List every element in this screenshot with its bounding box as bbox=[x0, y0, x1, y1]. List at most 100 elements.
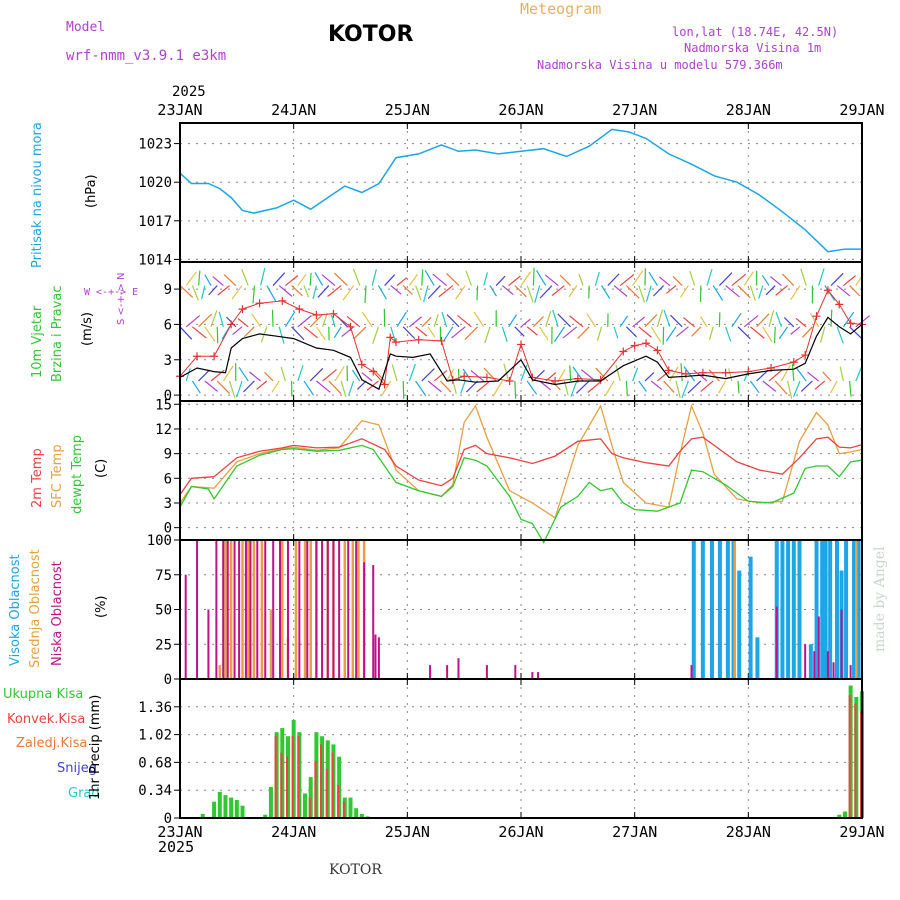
wind-arrow bbox=[526, 380, 538, 395]
wind-arrow bbox=[737, 326, 751, 340]
convective-precip-bar bbox=[308, 797, 311, 818]
wind-arrow bbox=[451, 326, 466, 339]
wind-arrow bbox=[778, 326, 789, 339]
wind-arrow bbox=[439, 380, 452, 393]
wind-arrow bbox=[243, 380, 255, 393]
wind-arrow bbox=[421, 269, 424, 286]
wind-arrow bbox=[666, 285, 677, 294]
convective-precip-bar bbox=[331, 752, 334, 818]
wind-arrow bbox=[223, 274, 237, 286]
wind-arrow bbox=[508, 275, 521, 287]
total-precip-bar bbox=[837, 814, 842, 818]
wind-arrow bbox=[327, 285, 342, 297]
x-tick-label-bottom: 29JAN bbox=[839, 823, 884, 841]
wind-arrow bbox=[830, 309, 833, 327]
cloud-bar-srednja bbox=[241, 540, 244, 679]
y-tick-label: 1023 bbox=[138, 137, 172, 153]
wind-arrow bbox=[241, 269, 249, 286]
wind-arrow bbox=[587, 380, 602, 393]
wind-arrow bbox=[557, 369, 566, 382]
wind-arrow bbox=[670, 314, 683, 328]
wind-arrow bbox=[665, 326, 677, 342]
convective-precip-bar bbox=[320, 744, 323, 818]
wind-arrow bbox=[353, 326, 367, 340]
wind-arrow bbox=[204, 380, 218, 392]
wind-arrow bbox=[822, 371, 832, 382]
total-precip-bar bbox=[263, 814, 268, 818]
wind-gust-marker bbox=[193, 352, 202, 361]
wind-arrow bbox=[421, 316, 432, 328]
wind-arrow bbox=[438, 285, 454, 298]
wind-arrow bbox=[427, 380, 442, 393]
wind-arrow bbox=[681, 380, 689, 398]
wind-arrow bbox=[317, 285, 330, 298]
wind-arrow bbox=[303, 285, 310, 298]
wind-arrow bbox=[415, 326, 428, 337]
cloud-bar-niska bbox=[332, 540, 335, 679]
wind-arrow bbox=[762, 326, 773, 343]
cloud-bar-visoka bbox=[791, 540, 796, 679]
wind-arrow bbox=[408, 363, 416, 382]
wind-gust-marker bbox=[812, 312, 821, 321]
cloud-bar-visoka bbox=[700, 540, 705, 679]
wind-arrow bbox=[312, 285, 317, 300]
wind-gust-marker bbox=[380, 380, 389, 389]
wind-arrow bbox=[198, 369, 210, 382]
wind-arrow bbox=[191, 380, 201, 394]
wind-arrow bbox=[638, 326, 652, 338]
year-bottom: 2025 bbox=[158, 838, 195, 856]
cloud-bar-visoka bbox=[828, 540, 833, 679]
wind-arrow bbox=[604, 380, 615, 396]
cloud-bar-srednja bbox=[294, 540, 298, 679]
wind-arrow bbox=[645, 285, 652, 302]
wind-arrow bbox=[849, 285, 861, 297]
wind-arrow bbox=[476, 285, 479, 301]
wind-gust-marker bbox=[312, 311, 321, 320]
wind-arrow bbox=[243, 326, 255, 338]
precip-label-convective: Konvek.Kisa bbox=[7, 712, 86, 727]
precip-label-graupel: Grad bbox=[68, 786, 100, 801]
y-tick-label: 9 bbox=[164, 447, 172, 463]
y-tick-label: 1.36 bbox=[138, 700, 172, 716]
page-title: KOTOR bbox=[328, 22, 414, 47]
year-top: 2025 bbox=[172, 84, 206, 100]
wind-gust-marker bbox=[721, 368, 730, 377]
x-tick-label-bottom: 27JAN bbox=[612, 823, 657, 841]
cloud-bar-visoka bbox=[748, 556, 753, 679]
wind-arrow bbox=[356, 380, 367, 390]
wind-arrow bbox=[330, 314, 336, 327]
wind-arrow bbox=[204, 326, 216, 342]
wind-arrow bbox=[625, 326, 638, 338]
wind-arrow bbox=[321, 274, 336, 287]
y-tick-label: 50 bbox=[155, 603, 172, 619]
wind-arrow bbox=[476, 380, 491, 393]
convective-precip-bar bbox=[314, 760, 317, 818]
wind-gust-marker bbox=[801, 351, 810, 360]
wind-arrow bbox=[322, 312, 328, 327]
wind-arrow bbox=[309, 272, 312, 286]
x-tick-label-bottom: 28JAN bbox=[726, 823, 771, 841]
wind-arrow bbox=[781, 273, 795, 286]
wind-arrow bbox=[520, 271, 532, 286]
wind-arrow bbox=[514, 285, 527, 298]
wind-arrow bbox=[495, 275, 506, 286]
cloud-bar-niska bbox=[222, 540, 225, 679]
wind-gust-marker bbox=[846, 319, 855, 328]
wind-arrow bbox=[291, 285, 303, 297]
cloud-bar-visoka bbox=[755, 637, 760, 679]
wind-arrow bbox=[179, 326, 193, 340]
wind-arrow bbox=[663, 380, 675, 393]
cloud-bar-niska bbox=[196, 540, 199, 679]
wind-arrow bbox=[619, 315, 629, 328]
cloud-bar-niska bbox=[514, 665, 517, 679]
wind-gust-marker bbox=[517, 340, 525, 349]
model-name: wrf-nmm_v3.9.1 e3km bbox=[66, 48, 227, 64]
wind-gust-marker bbox=[346, 322, 355, 331]
wind-arrow bbox=[185, 315, 201, 328]
wind-arrow bbox=[514, 380, 517, 399]
wind-arrow bbox=[390, 285, 402, 295]
wind-arrow bbox=[619, 274, 635, 287]
wind-arrow bbox=[775, 312, 782, 327]
wind-arrow bbox=[433, 370, 448, 382]
wind-arrow bbox=[725, 285, 740, 298]
